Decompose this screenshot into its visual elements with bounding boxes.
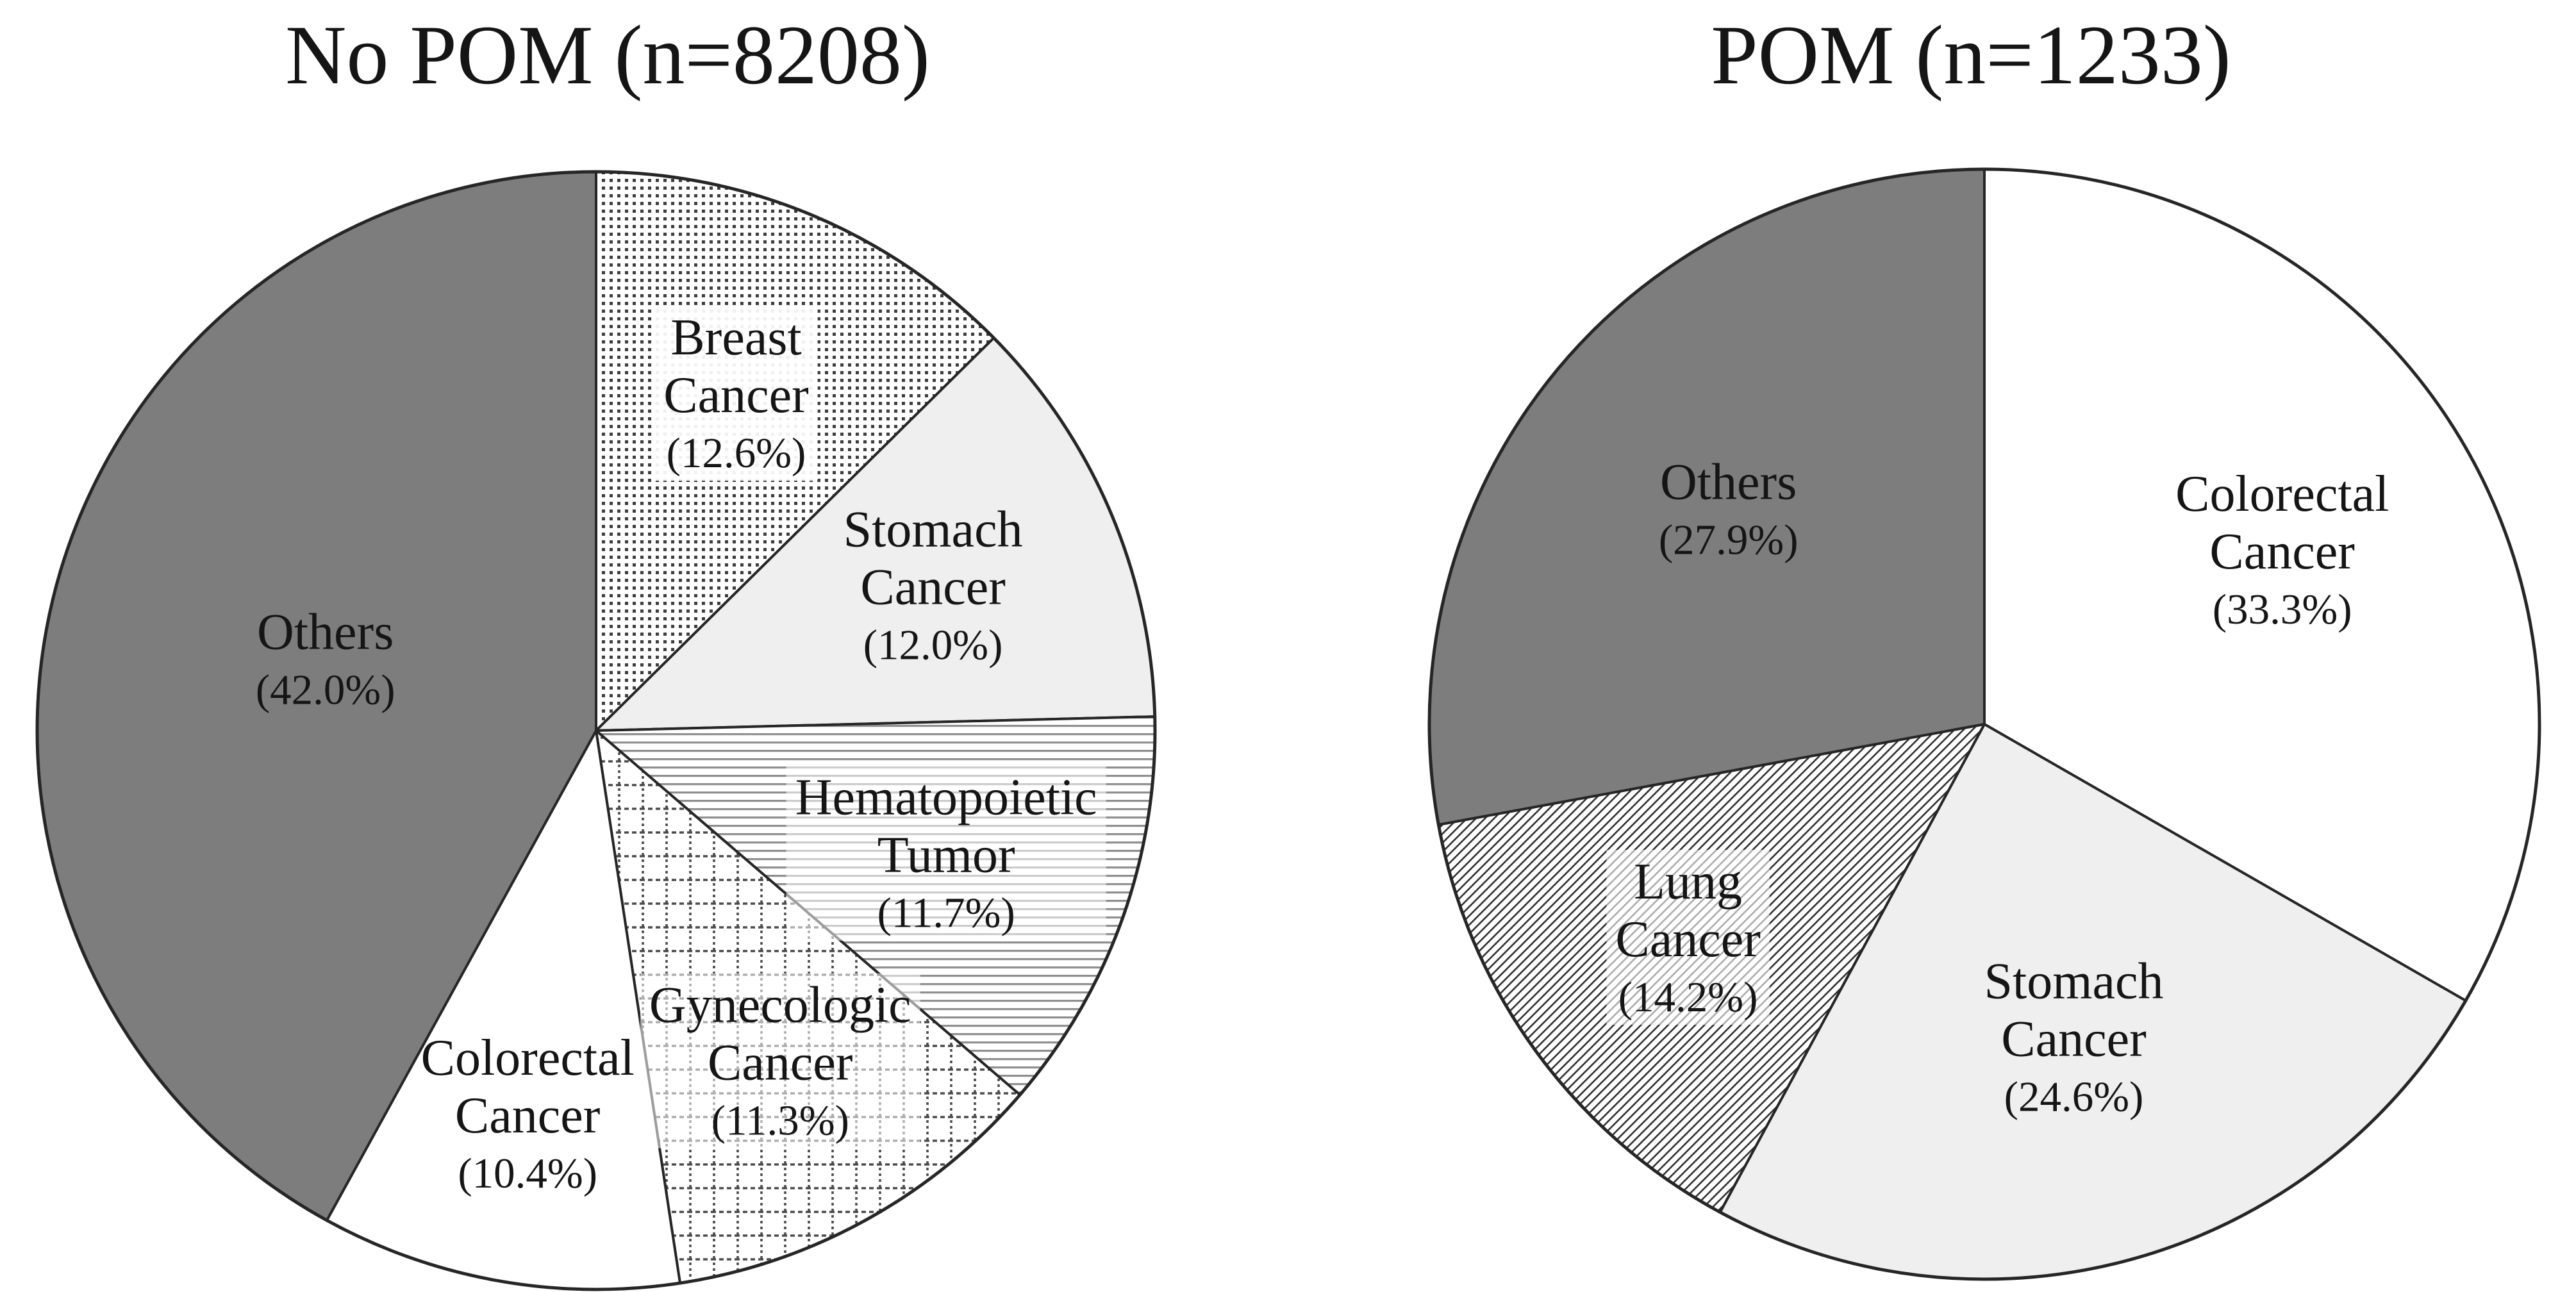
slice-label-percent: (24.6%) [2004, 1073, 2144, 1121]
slice-label-line: Cancer [1615, 911, 1761, 968]
pie-no-pom: Breast Cancer (12.6%)Stomach Cancer (12.0%)H… [35, 170, 1157, 1291]
slice-label-percent: (27.9%) [1659, 517, 1799, 564]
slice-label-breast-cancer: Breast Cancer (12.6%) [663, 310, 809, 477]
slice-label-colorectal-cancer: Colorectal Cancer (10.4%) [421, 1030, 635, 1197]
slice-label-line: Stomach [1984, 954, 2164, 1010]
slice-label-line: Colorectal [421, 1030, 635, 1086]
slice-label-percent: (12.6%) [667, 429, 806, 477]
slice-label-percent: (11.3%) [711, 1097, 849, 1145]
slice-label-background [786, 765, 1106, 941]
slice-label-line: Breast [670, 310, 801, 366]
slice-label-background [640, 973, 920, 1148]
slice-label-colorectal-cancer: Colorectal Cancer (33.3%) [2175, 466, 2389, 633]
slice-label-line: Cancer [2001, 1011, 2147, 1068]
slice-label-line: Lung [1634, 854, 1742, 910]
slice-label-line: Others [257, 604, 394, 661]
slice-label-line: Cancer [455, 1088, 601, 1144]
slice-label-line: Cancer [663, 367, 809, 424]
pie-pom: Colorectal Cancer (33.3%)Stomach Cancer (24.… [1427, 167, 2541, 1281]
slice-label-line: Cancer [708, 1035, 853, 1091]
slice-label-line: Hematopoietic [795, 770, 1097, 826]
slice-label-line: Others [1660, 454, 1797, 511]
slice-label-line: Stomach [843, 502, 1023, 558]
slice-label-gynecologic-cancer: Gynecologic Cancer (11.3%) [649, 977, 911, 1145]
slice-label-others: Others (42.0%) [256, 604, 395, 714]
slice-label-line: Colorectal [2175, 466, 2389, 522]
slice-label-percent: (11.7%) [877, 890, 1015, 937]
slice-label-percent: (42.0%) [256, 667, 395, 714]
pie-outline [35, 170, 1157, 1291]
slice-label-percent: (12.0%) [863, 622, 1003, 669]
left-chart-title: No POM (n=8208) [285, 8, 930, 102]
slice-label-line: Gynecologic [649, 977, 911, 1034]
slice-label-percent: (10.4%) [458, 1150, 597, 1197]
slice-label-others: Others (27.9%) [1659, 454, 1799, 564]
slice-label-line: Cancer [2209, 524, 2355, 580]
slice-label-background [654, 306, 818, 481]
slice-label-percent: (33.3%) [2213, 586, 2352, 633]
slice-label-stomach-cancer: Stomach Cancer (24.6%) [1984, 954, 2164, 1121]
slice-label-stomach-cancer: Stomach Cancer (12.0%) [843, 502, 1023, 669]
slice-label-percent: (14.2%) [1618, 973, 1758, 1021]
pie-outline [1427, 167, 2541, 1281]
slice-label-background [1606, 850, 1770, 1025]
slice-label-hematopoietic-tumor: Hematopoietic Tumor (11.7%) [795, 770, 1097, 937]
right-chart-title: POM (n=1233) [1711, 8, 2231, 102]
slice-label-line: Cancer [860, 559, 1006, 616]
slice-label-lung-cancer: Lung Cancer (14.2%) [1615, 854, 1761, 1021]
slice-label-line: Tumor [877, 827, 1015, 884]
